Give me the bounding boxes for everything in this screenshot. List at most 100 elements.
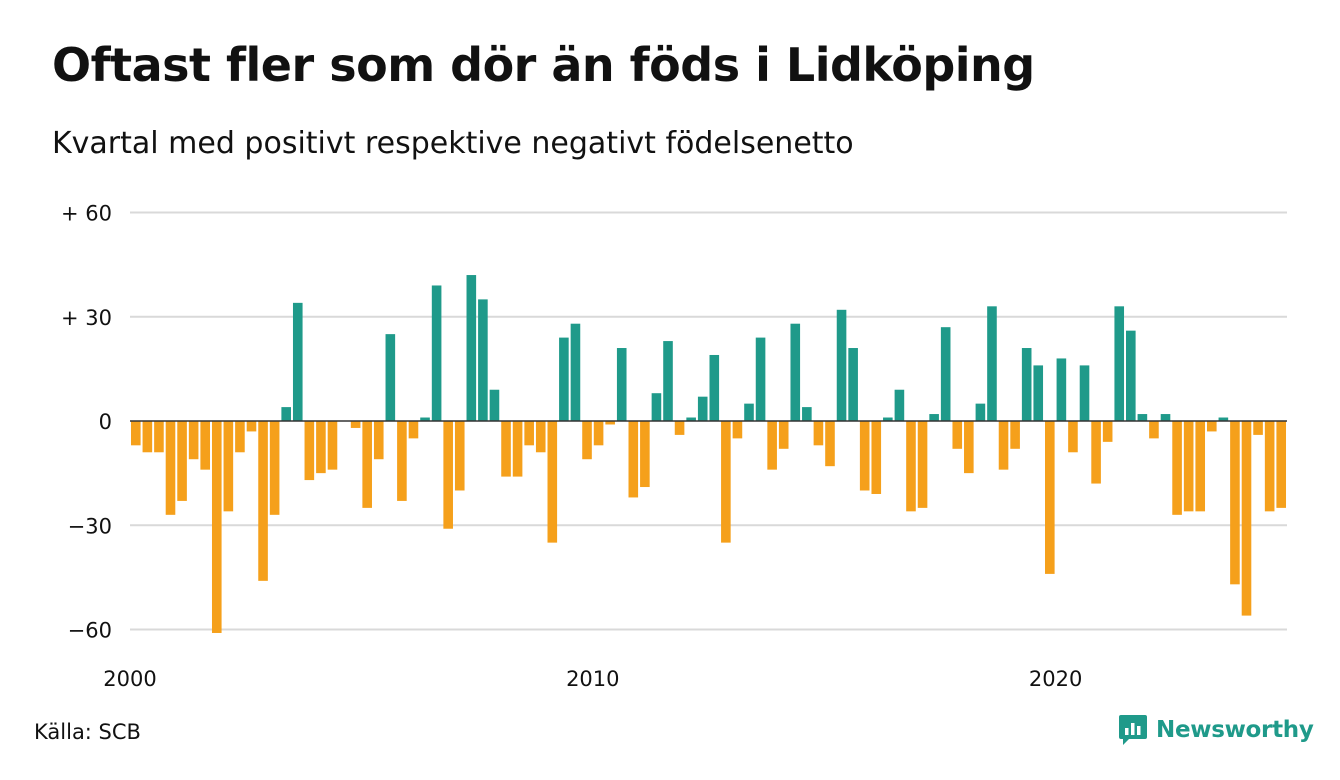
bar: [304, 421, 315, 481]
bar: [292, 302, 303, 421]
bar: [570, 323, 581, 421]
bar: [825, 421, 835, 467]
bar: [674, 421, 685, 435]
bar: [478, 299, 488, 422]
bar: [235, 421, 245, 453]
bar: [130, 421, 141, 446]
bar: [1183, 421, 1194, 512]
bar-chart-logo-icon: [1119, 715, 1147, 745]
bar: [1264, 421, 1275, 512]
bar: [269, 421, 280, 515]
bar: [755, 337, 766, 421]
bar: [998, 421, 1009, 470]
bar: [929, 414, 939, 421]
y-tick-label: −60: [68, 619, 112, 643]
bars: [130, 275, 1287, 633]
bar: [1010, 421, 1020, 449]
bar: [790, 323, 801, 421]
bar: [1114, 306, 1125, 421]
y-tick-label: 0: [99, 410, 112, 434]
bar: [778, 421, 789, 449]
bar: [686, 417, 696, 421]
bar: [327, 421, 338, 470]
y-tick-label: + 30: [61, 306, 112, 330]
bar: [1172, 421, 1182, 515]
bar: [547, 421, 558, 543]
bar: [859, 421, 870, 491]
bar: [211, 421, 222, 633]
y-tick-label: + 60: [61, 202, 112, 226]
bar: [813, 421, 824, 446]
chart-subtitle: Kvartal med positivt respektive negativt…: [52, 126, 854, 161]
bar: [188, 421, 199, 460]
bar: [362, 421, 372, 508]
y-axis-ticks: + 60 + 30 0 −30 −60: [61, 202, 112, 643]
bar: [200, 421, 211, 470]
bar: [535, 421, 546, 453]
bar: [1241, 421, 1252, 616]
y-tick-label: −30: [68, 514, 112, 538]
bar: [952, 421, 963, 449]
bar: [1276, 421, 1287, 508]
bar: [431, 285, 442, 422]
bar: [1206, 421, 1217, 432]
bar: [894, 389, 905, 422]
bar: [1160, 414, 1171, 421]
x-axis-ticks: 2000 2010 2020: [103, 667, 1082, 691]
bar: [1033, 365, 1044, 421]
bar: [397, 421, 407, 501]
chart-title: Oftast fler som dör än föds i Lidköping: [52, 38, 1035, 92]
bar: [385, 334, 396, 422]
bar: [177, 421, 187, 501]
bar: [593, 421, 604, 446]
bar: [1068, 421, 1078, 453]
bar: [883, 417, 893, 421]
bar: [721, 421, 731, 543]
x-tick-label: 2000: [103, 667, 156, 691]
bar: [1149, 421, 1159, 439]
bar: [975, 403, 986, 422]
bar: [582, 421, 592, 460]
bar: [524, 421, 534, 446]
bar: [512, 421, 523, 477]
bar: [732, 421, 743, 439]
bar: [373, 421, 384, 460]
bar: [1137, 414, 1148, 421]
bar: [1195, 421, 1206, 512]
bar: [1218, 417, 1229, 421]
bar: [420, 417, 430, 421]
bar: [316, 421, 326, 474]
bar: [1230, 421, 1240, 585]
bar: [559, 337, 569, 421]
grid-lines: [130, 211, 1287, 631]
bar: [154, 421, 164, 453]
bar: [165, 421, 176, 515]
bar: [142, 421, 153, 453]
bar: [1126, 330, 1136, 421]
bar: [871, 421, 882, 494]
x-tick-label: 2010: [566, 667, 619, 691]
bar: [350, 421, 361, 428]
bar: [605, 421, 615, 425]
bar: [964, 421, 974, 474]
brand-logo[interactable]: Newsworthy: [1118, 712, 1314, 748]
bar: [616, 348, 627, 421]
bar: [1021, 348, 1032, 421]
bar: [489, 389, 500, 422]
bar: [663, 341, 673, 421]
bar: [836, 309, 847, 421]
source-note: Källa: SCB: [34, 720, 141, 744]
bar: [940, 327, 951, 422]
bar: [1253, 421, 1263, 435]
bar: [246, 421, 257, 432]
bar: [697, 396, 708, 421]
bar: [906, 421, 916, 512]
bar: [628, 421, 639, 498]
bar: [258, 421, 268, 581]
bar: [651, 393, 662, 421]
bar: [454, 421, 465, 491]
bar: [466, 275, 477, 421]
bar: [744, 403, 754, 422]
bar: [848, 348, 858, 421]
